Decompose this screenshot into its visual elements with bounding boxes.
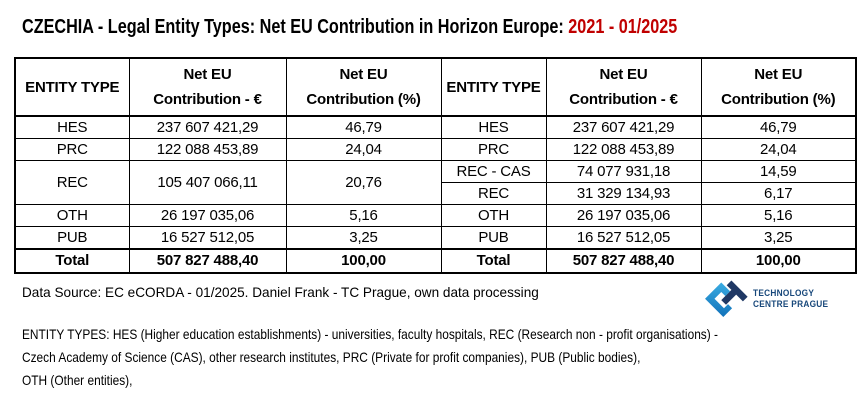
- tc-prague-logo-text: TECHNOLOGY CENTRE PRAGUE: [753, 288, 828, 310]
- title-period: 2021 - 01/2025: [568, 16, 678, 38]
- cell-contribution-eur: 105 407 066,11: [128, 160, 287, 205]
- cell-contribution-eur: 26 197 035,06: [545, 204, 702, 227]
- cell-entity-type: HES: [14, 115, 130, 139]
- logo-line-2: CENTRE PRAGUE: [753, 299, 829, 309]
- table-header-row: ENTITY TYPE Net EU Contribution - € Net …: [14, 57, 857, 117]
- cell-entity-type: PUB: [14, 226, 130, 250]
- footnote-line-1: ENTITY TYPES: HES (Higher education esta…: [22, 326, 719, 342]
- cell-total-label: Total: [14, 248, 130, 274]
- data-source-note: Data Source: EC eCORDA - 01/2025. Daniel…: [22, 284, 539, 300]
- footnote-line-3: OTH (Other entities),: [22, 372, 133, 388]
- cell-contribution-eur: 74 077 931,18: [545, 160, 702, 183]
- cell-entity-type: REC: [14, 160, 130, 205]
- cell-entity-type: PUB: [440, 226, 547, 250]
- header-line: Contribution (%): [306, 91, 421, 108]
- contribution-table-wrapper: ENTITY TYPE Net EU Contribution - € Net …: [14, 57, 857, 274]
- header-contribution-eur-left: Net EU Contribution - €: [128, 57, 287, 117]
- cell-contribution-eur: 122 088 453,89: [128, 138, 287, 161]
- cell-contribution-pct: 24,04: [285, 138, 442, 161]
- header-line: Contribution (%): [721, 91, 836, 108]
- cell-contribution-pct: 3,25: [700, 226, 857, 250]
- cell-total-pct: 100,00: [285, 248, 442, 274]
- cell-contribution-eur: 31 329 134,93: [545, 182, 702, 205]
- cell-contribution-pct: 3,25: [285, 226, 442, 250]
- page-title: CZECHIA - Legal Entity Types: Net EU Con…: [22, 16, 677, 39]
- cell-contribution-pct: 5,16: [285, 204, 442, 227]
- cell-entity-type: OTH: [14, 204, 130, 227]
- cell-entity-type: OTH: [440, 204, 547, 227]
- cell-entity-type: REC: [440, 182, 547, 205]
- table-row: PUB 16 527 512,05 3,25 PUB 16 527 512,05…: [14, 226, 857, 250]
- logo-line-1: TECHNOLOGY: [753, 288, 815, 298]
- footnote-line-2: Czech Academy of Science (CAS), other re…: [22, 349, 641, 365]
- header-line: Net EU: [183, 66, 232, 83]
- cell-contribution-pct: 20,76: [285, 160, 442, 205]
- tc-prague-logo: TECHNOLOGY CENTRE PRAGUE: [704, 277, 835, 321]
- table-row: REC 105 407 066,11 20,76 REC - CAS 74 07…: [14, 160, 857, 205]
- header-line: Contribution - €: [569, 91, 678, 108]
- header-line: Net EU: [599, 66, 648, 83]
- table-row: HES 237 607 421,29 46,79 HES 237 607 421…: [14, 115, 857, 139]
- table-row: PRC 122 088 453,89 24,04 PRC 122 088 453…: [14, 138, 857, 161]
- header-contribution-eur-right: Net EU Contribution - €: [545, 57, 702, 117]
- cell-contribution-eur: 122 088 453,89: [545, 138, 702, 161]
- cell-contribution-pct: 6,17: [700, 182, 857, 205]
- cell-contribution-eur: 16 527 512,05: [128, 226, 287, 250]
- header-line: Net EU: [339, 66, 388, 83]
- contribution-table: ENTITY TYPE Net EU Contribution - € Net …: [14, 57, 857, 274]
- cell-entity-type: PRC: [440, 138, 547, 161]
- cell-entity-type: PRC: [14, 138, 130, 161]
- cell-contribution-pct: 46,79: [285, 115, 442, 139]
- title-text: CZECHIA - Legal Entity Types: Net EU Con…: [22, 16, 569, 38]
- table-total-row: Total 507 827 488,40 100,00 Total 507 82…: [14, 248, 857, 274]
- cell-contribution-pct: 24,04: [700, 138, 857, 161]
- tc-prague-logo-icon: [705, 280, 748, 317]
- header-line: Contribution - €: [153, 91, 262, 108]
- header-contribution-pct-left: Net EU Contribution (%): [285, 57, 442, 117]
- cell-entity-type: REC - CAS: [440, 160, 547, 183]
- cell-total-eur: 507 827 488,40: [128, 248, 287, 274]
- cell-total-eur: 507 827 488,40: [545, 248, 702, 274]
- cell-total-label: Total: [440, 248, 547, 274]
- cell-contribution-eur: 237 607 421,29: [545, 115, 702, 139]
- cell-total-pct: 100,00: [700, 248, 857, 274]
- cell-contribution-eur: 16 527 512,05: [545, 226, 702, 250]
- cell-contribution-pct: 46,79: [700, 115, 857, 139]
- header-entity-type-right: ENTITY TYPE: [440, 57, 547, 117]
- cell-contribution-eur: 237 607 421,29: [128, 115, 287, 139]
- cell-contribution-pct: 5,16: [700, 204, 857, 227]
- table-row: OTH 26 197 035,06 5,16 OTH 26 197 035,06…: [14, 204, 857, 227]
- cell-contribution-eur: 26 197 035,06: [128, 204, 287, 227]
- header-line: Net EU: [754, 66, 803, 83]
- cell-entity-type: HES: [440, 115, 547, 139]
- cell-contribution-pct: 14,59: [700, 160, 857, 183]
- header-entity-type-left: ENTITY TYPE: [14, 57, 130, 117]
- header-contribution-pct-right: Net EU Contribution (%): [700, 57, 857, 117]
- entity-types-footnote: ENTITY TYPES: HES (Higher education esta…: [22, 323, 841, 392]
